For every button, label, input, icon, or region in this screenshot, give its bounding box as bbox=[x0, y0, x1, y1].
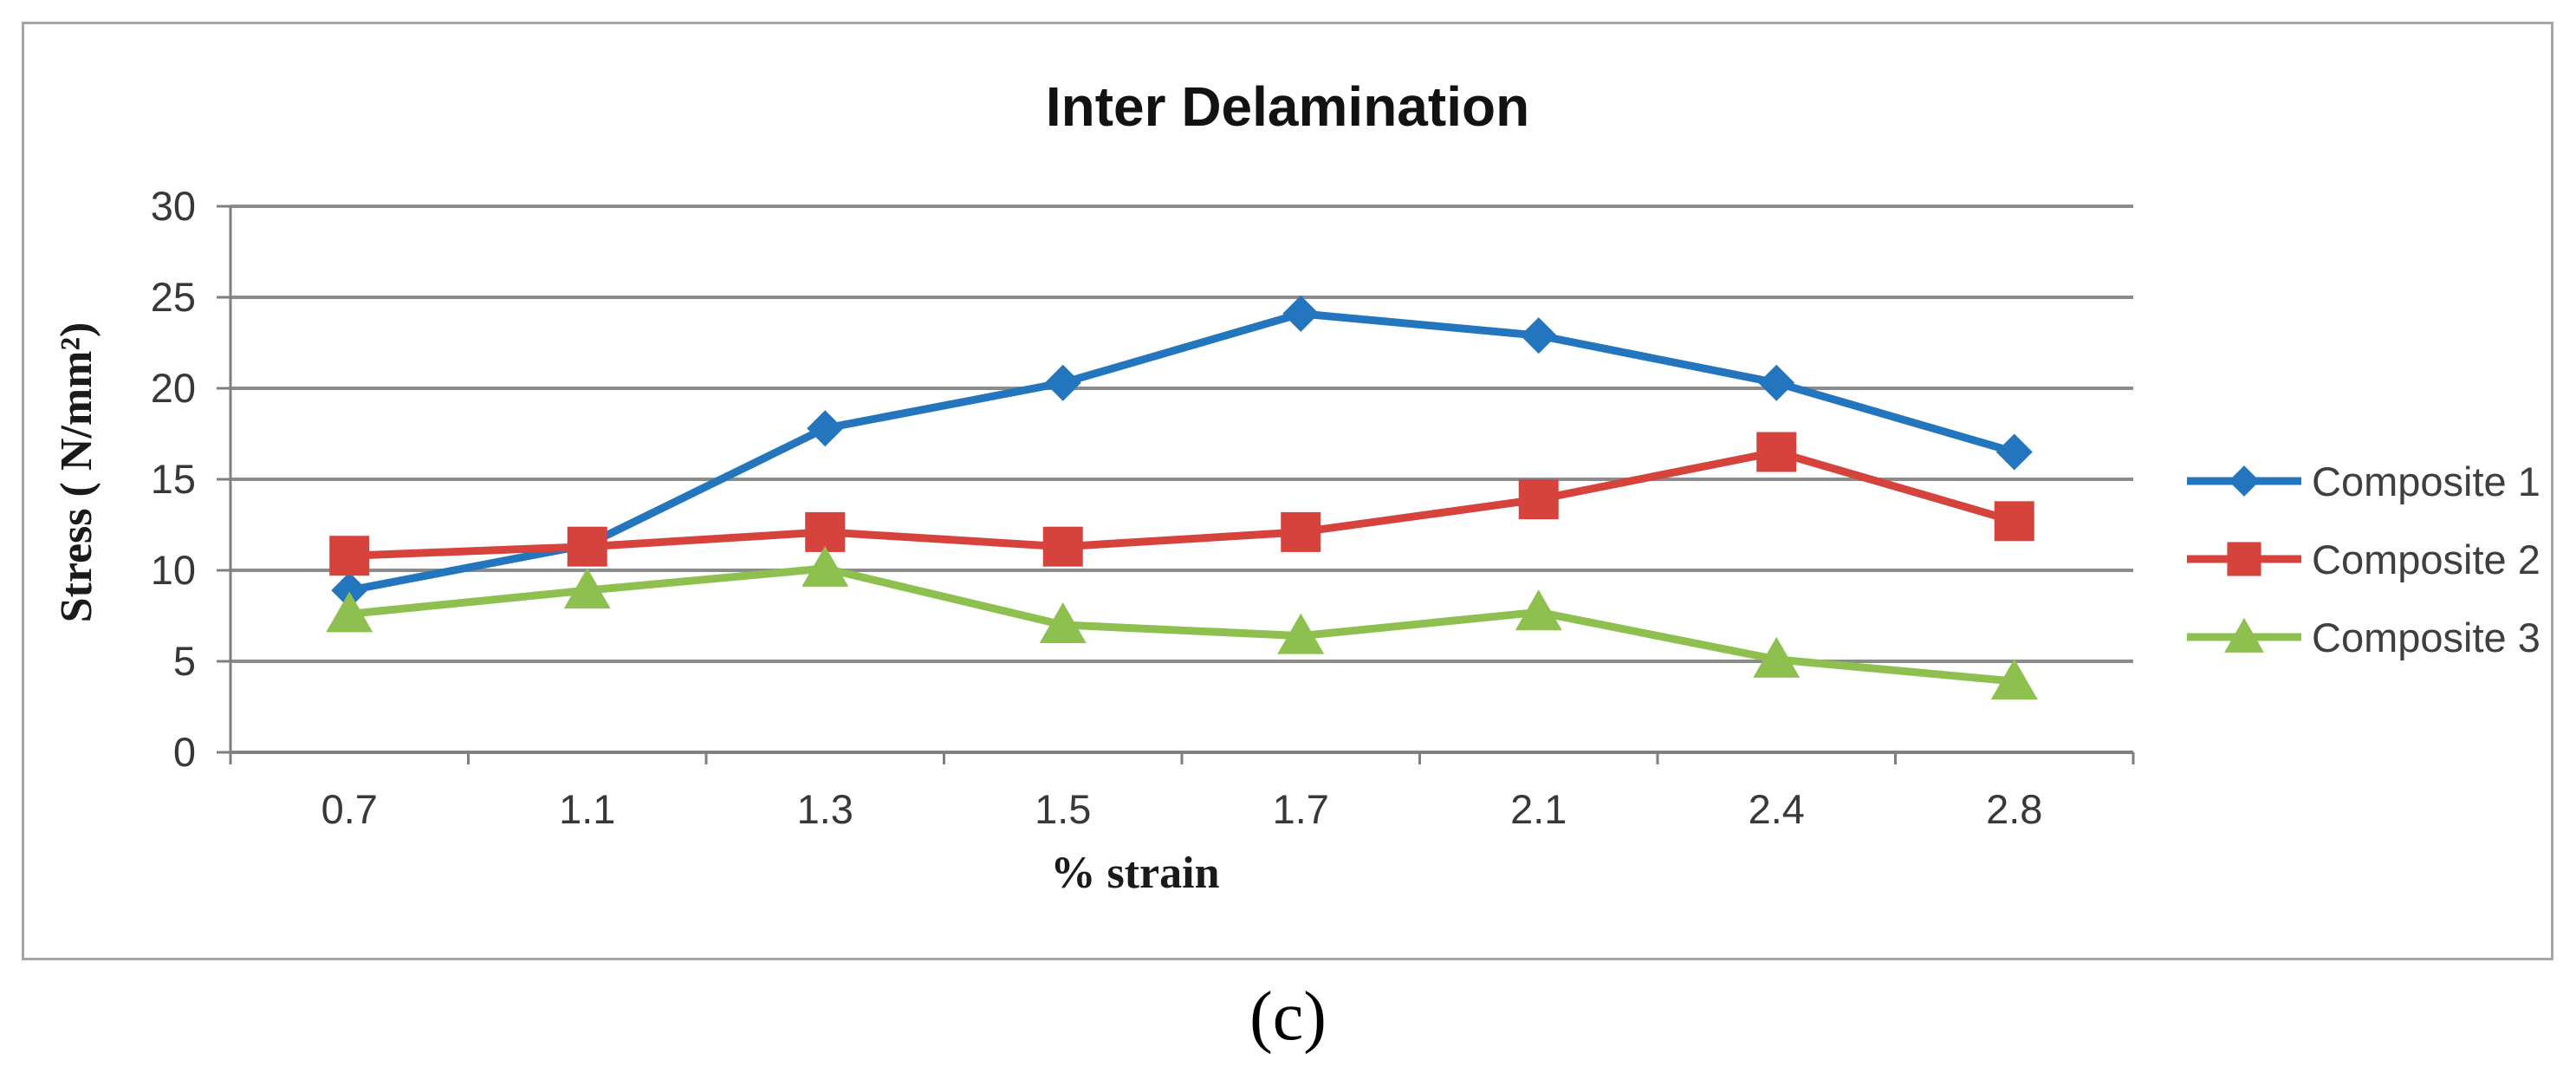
series-line-diamond bbox=[345, 309, 2019, 595]
triangle-marker bbox=[801, 545, 849, 587]
square-marker bbox=[1994, 501, 2034, 542]
y-tick-label: 10 bbox=[151, 547, 196, 593]
y-tick-label: 5 bbox=[173, 638, 196, 684]
y-tick-label: 25 bbox=[151, 274, 196, 320]
x-axis-title: % strain bbox=[1050, 849, 1220, 898]
square-marker bbox=[329, 536, 370, 576]
square-marker bbox=[1281, 511, 1321, 552]
legend-swatch bbox=[2187, 617, 2301, 653]
legend-item: Composite 2 bbox=[2183, 531, 2540, 587]
y-tick-label: 20 bbox=[151, 365, 196, 411]
series-line-square bbox=[345, 448, 2019, 560]
legend-item-label: Composite 2 bbox=[2312, 536, 2540, 582]
square-marker bbox=[1042, 526, 1083, 567]
legend-item-label: Composite 3 bbox=[2312, 614, 2540, 660]
legend-swatch bbox=[2187, 542, 2301, 576]
x-tick-label: 0.7 bbox=[321, 786, 378, 832]
diamond-marker bbox=[1044, 364, 1081, 401]
triangle-marker bbox=[2224, 617, 2264, 653]
square-marker bbox=[805, 511, 846, 552]
diamond-marker bbox=[2229, 465, 2260, 497]
y-tick-label: 0 bbox=[173, 729, 196, 775]
square-marker bbox=[2227, 542, 2261, 576]
triangle-marker bbox=[1277, 613, 1325, 654]
x-tick-label: 2.1 bbox=[1510, 786, 1567, 832]
series-line-triangle bbox=[345, 564, 2019, 686]
diamond-marker bbox=[1520, 317, 1557, 354]
figure-caption: (c) bbox=[1249, 979, 1327, 1055]
chart-title: Inter Delamination bbox=[1045, 75, 1530, 138]
diamond-marker bbox=[1995, 433, 2033, 471]
triangle-marker bbox=[326, 591, 373, 633]
y-axis-title: Stress ( N/mm²) bbox=[52, 322, 101, 623]
diamond-marker bbox=[807, 410, 844, 447]
legend-item: Composite 1 bbox=[2183, 453, 2540, 509]
x-tick-label: 1.5 bbox=[1035, 786, 1091, 832]
triangle-marker bbox=[1039, 602, 1087, 643]
chart-area: Inter Delamination bbox=[22, 22, 2553, 960]
x-tick-label: 1.7 bbox=[1273, 786, 1329, 832]
x-tick-label: 1.3 bbox=[797, 786, 853, 832]
square-marker bbox=[567, 526, 607, 567]
x-tick-label: 2.8 bbox=[1986, 786, 2042, 832]
diamond-marker bbox=[1282, 295, 1320, 332]
diamond-marker bbox=[1758, 364, 1795, 401]
legend-item-label: Composite 1 bbox=[2312, 458, 2540, 504]
square-marker bbox=[1756, 432, 1797, 472]
y-tick-label: 30 bbox=[151, 183, 196, 229]
square-marker bbox=[1518, 479, 1559, 520]
legend-swatch bbox=[2187, 465, 2301, 497]
x-tick-label: 2.4 bbox=[1749, 786, 1805, 832]
x-tick-label: 1.1 bbox=[559, 786, 615, 832]
triangle-marker bbox=[1990, 659, 2038, 700]
triangle-marker bbox=[1515, 589, 1562, 631]
triangle-marker bbox=[563, 568, 611, 609]
legend-item: Composite 3 bbox=[2183, 609, 2540, 665]
diamond-marker bbox=[331, 572, 368, 609]
triangle-marker bbox=[1753, 636, 1801, 678]
y-tick-label: 15 bbox=[151, 456, 196, 502]
